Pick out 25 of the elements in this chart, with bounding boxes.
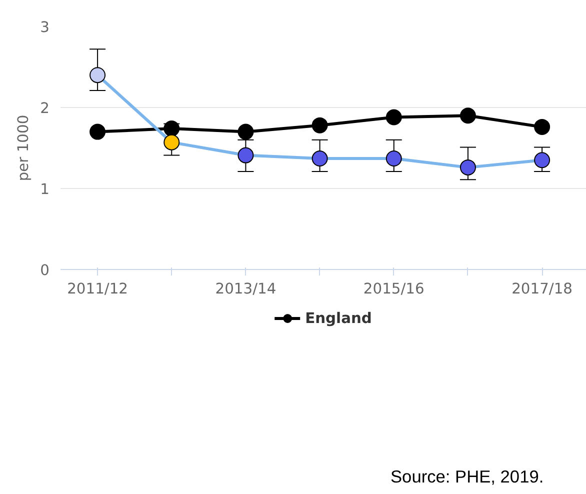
source-note: Source: PHE, 2019. (390, 466, 544, 486)
point (386, 109, 402, 126)
point (238, 124, 254, 140)
y-tick-label: 1 (40, 181, 50, 198)
x-tick-label: 2017/18 (512, 280, 572, 298)
x-tick-label: 2011/12 (67, 280, 128, 298)
legend-label: England (305, 310, 372, 326)
point (90, 67, 106, 84)
point (386, 150, 402, 167)
point (534, 152, 550, 168)
point (164, 120, 180, 137)
point (460, 159, 476, 176)
point (164, 134, 180, 150)
y-tick-label: 3 (40, 19, 50, 36)
point (90, 124, 106, 140)
point (534, 118, 550, 135)
point (238, 147, 254, 164)
y-axis-title: per 1000 (15, 114, 32, 182)
y-tick-label: 0 (40, 262, 50, 279)
point (312, 150, 328, 167)
y-tick-label: 2 (40, 100, 50, 117)
point (460, 108, 476, 124)
x-tick-label: 2015/16 (363, 280, 424, 298)
x-tick-label: 2013/14 (215, 280, 276, 298)
point (312, 117, 328, 134)
